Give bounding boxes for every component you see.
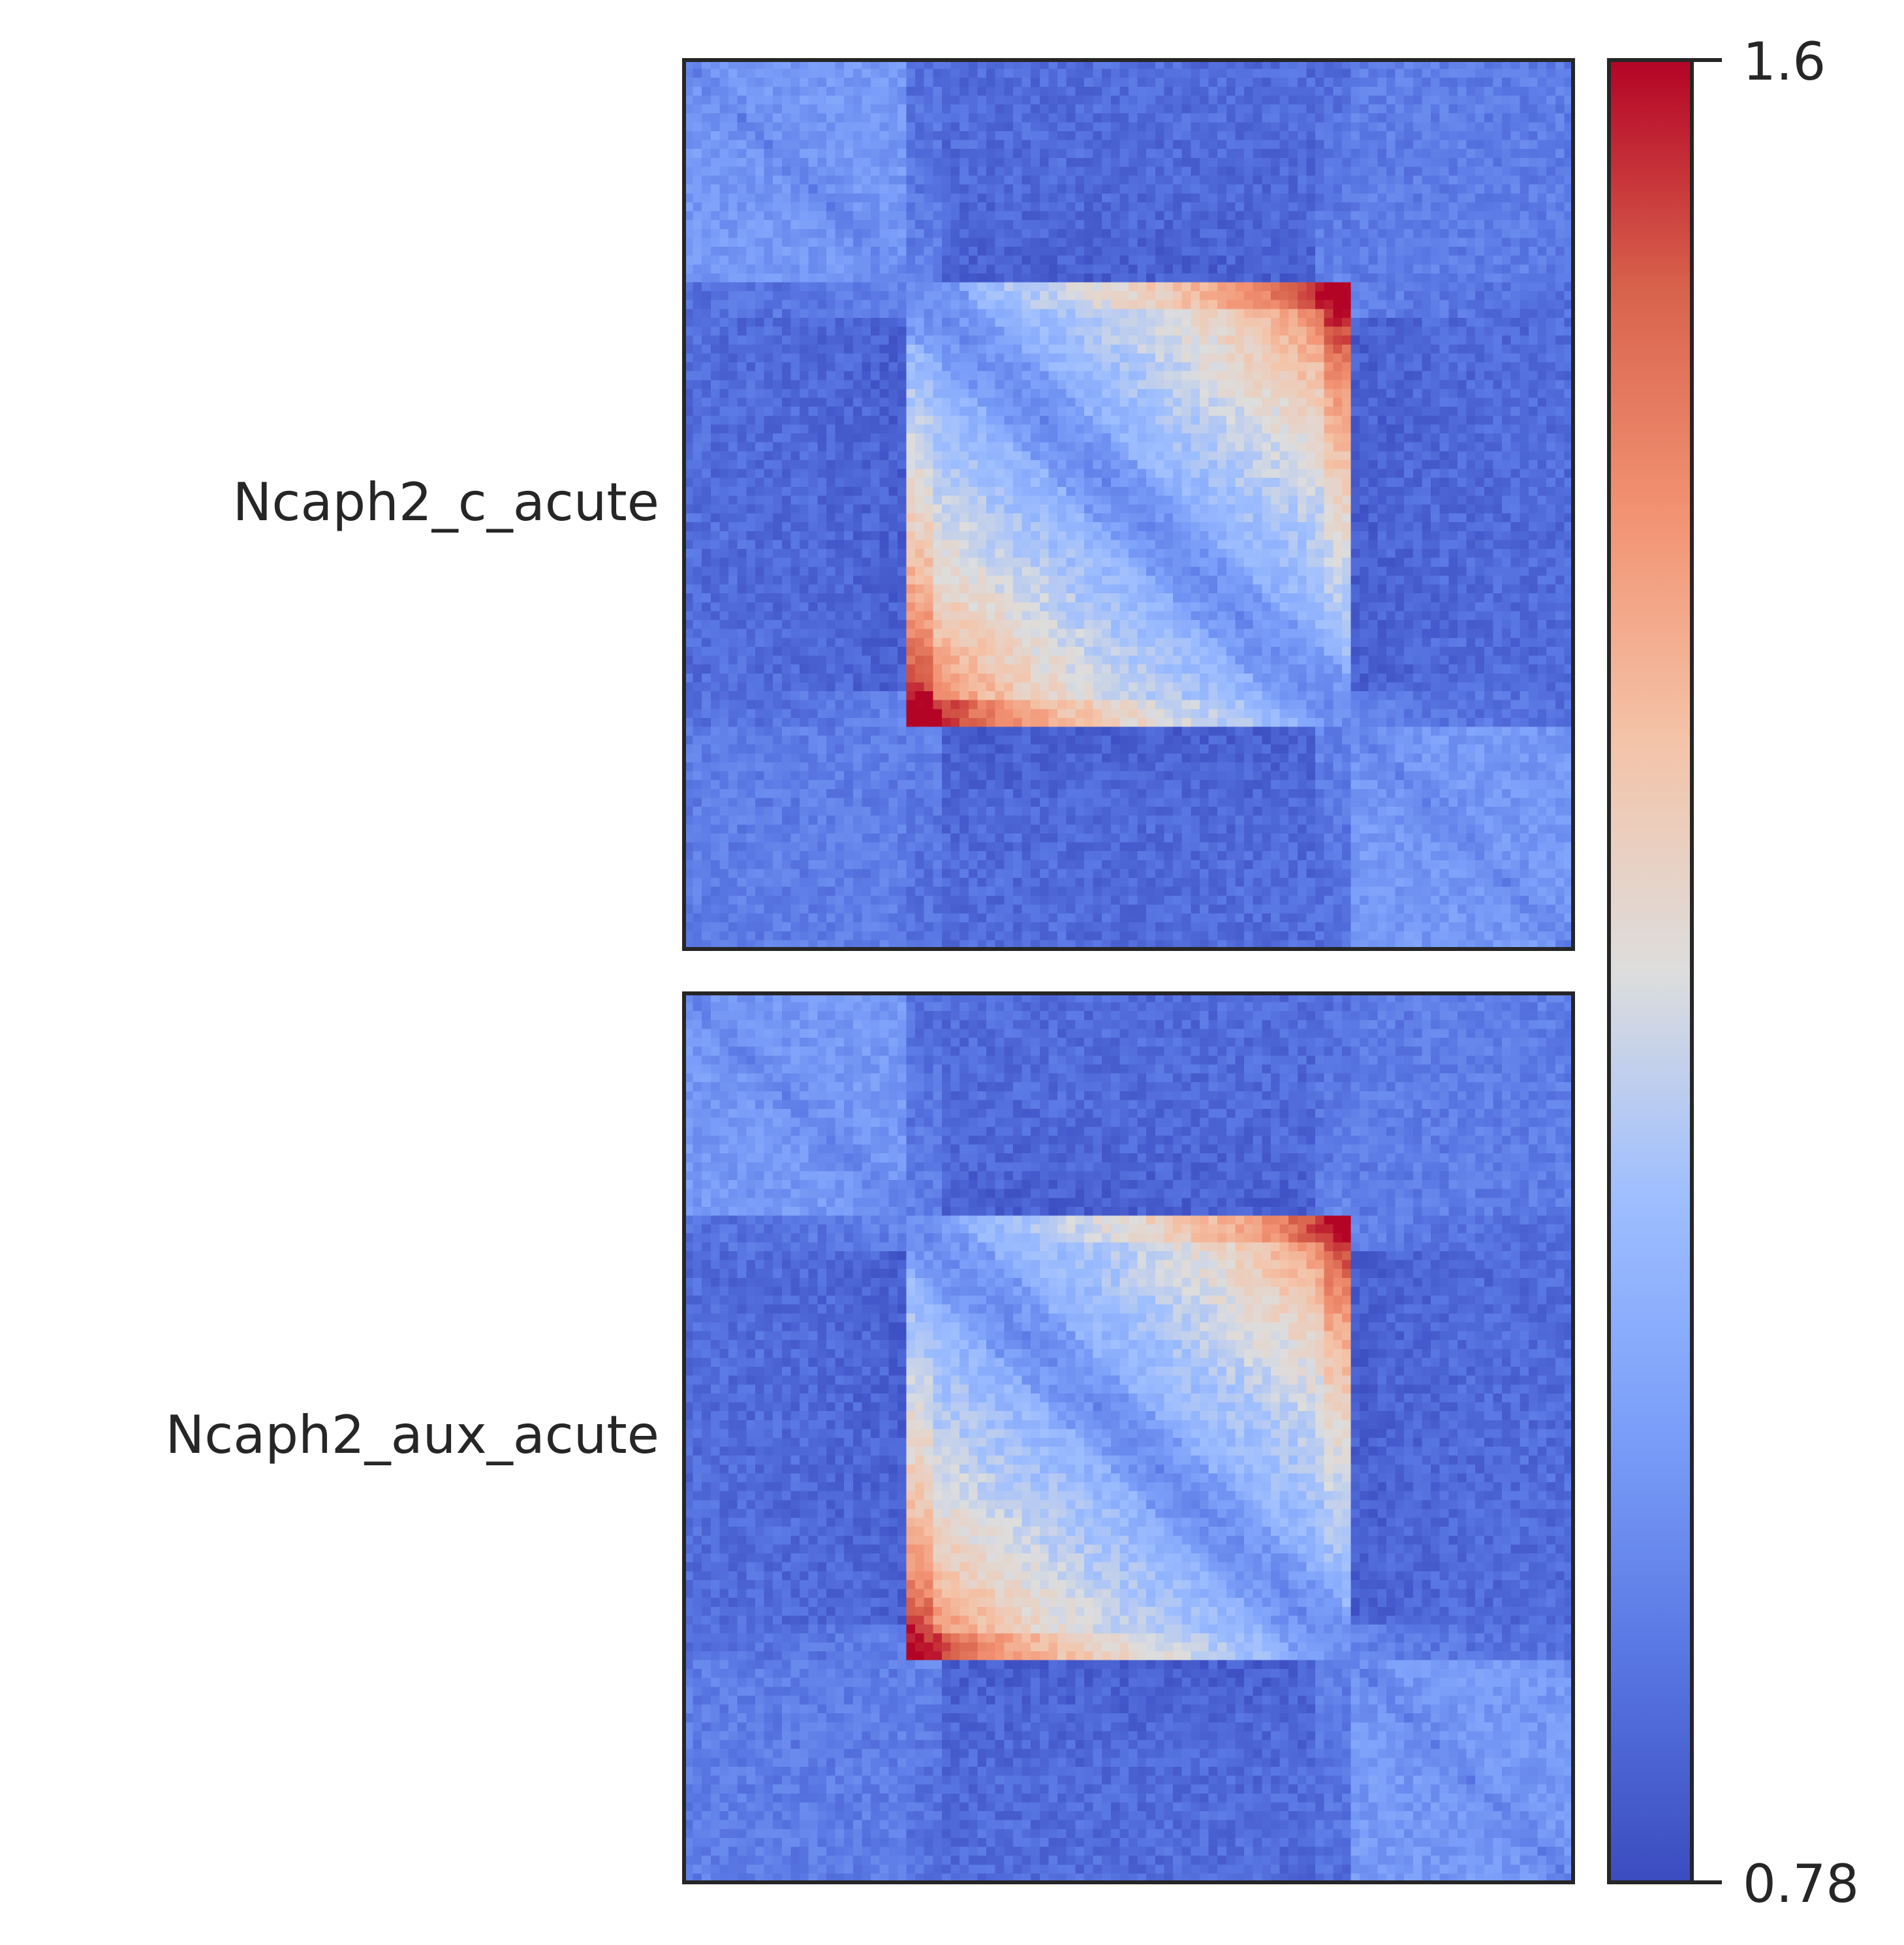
panel-frame (682, 991, 1575, 1884)
colorbar-tick-label: 1.6 (1743, 31, 1826, 92)
colorbar: 1.6 0.78 (1607, 31, 1859, 1914)
colorbar-frame (1607, 58, 1694, 1884)
panel-label: Ncaph2_aux_acute (165, 1405, 659, 1465)
heatmap-image (684, 993, 1573, 1882)
panel-frame (682, 58, 1575, 951)
heatmap-panel: Ncaph2_aux_acute (165, 991, 1575, 1884)
panel-label: Ncaph2_c_acute (232, 472, 659, 533)
heatmap-panel: Ncaph2_c_acute (232, 58, 1575, 951)
heatmap-image (684, 60, 1573, 949)
colorbar-gradient (1609, 60, 1692, 1882)
colorbar-tick-label: 0.78 (1743, 1854, 1859, 1914)
